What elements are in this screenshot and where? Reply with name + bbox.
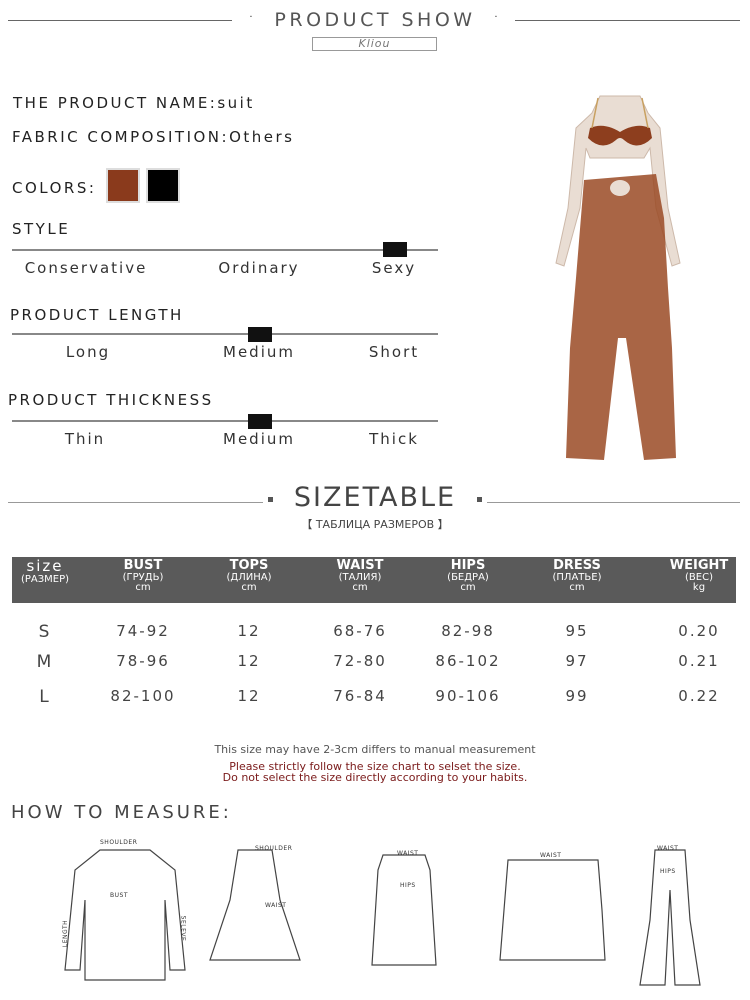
table-cell: 78-96 <box>116 652 170 670</box>
table-cell: 82-100 <box>110 687 176 705</box>
length-option: Long <box>65 343 111 361</box>
style-label: STYLE <box>12 220 71 238</box>
thickness-option: Thin <box>64 430 106 448</box>
col-waist: WAIST (ТАЛИЯ) cm <box>336 558 384 594</box>
note-measurement: This size may have 2-3cm differs to manu… <box>214 743 536 756</box>
color-swatch-brown[interactable] <box>106 168 140 203</box>
label-waist: WAIST <box>265 902 287 909</box>
length-scale <box>12 333 438 335</box>
table-cell: 12 <box>237 622 261 640</box>
table-cell: S <box>38 622 52 642</box>
table-cell: 82-98 <box>441 622 495 640</box>
label-waist: WAIST <box>397 850 419 857</box>
table-cell: 97 <box>565 652 589 670</box>
style-marker <box>383 242 407 257</box>
table-cell: 0.20 <box>678 622 720 640</box>
thickness-scale <box>12 420 438 422</box>
sizetable-title: SIZETABLE <box>293 482 457 513</box>
thickness-marker <box>248 414 272 429</box>
measure-sketches <box>64 849 701 986</box>
table-cell: 12 <box>237 687 261 705</box>
length-option: Short <box>368 343 420 361</box>
label-hips: HIPS <box>400 882 416 889</box>
size-table-header <box>12 557 736 603</box>
table-cell: 86-102 <box>435 652 501 670</box>
col-tops: TOPS (ДЛИНА) cm <box>226 558 272 594</box>
how-to-measure-title: HOW TO MEASURE: <box>11 802 232 823</box>
page-title: PRODUCT SHOW <box>274 9 476 31</box>
label-hips: HIPS <box>660 868 676 875</box>
note-follow-chart: Please strictly follow the size chart to… <box>229 760 521 773</box>
style-scale <box>12 249 438 251</box>
jacket-sketch <box>64 849 186 981</box>
brand-label: Kliou <box>312 37 437 51</box>
table-cell: L <box>39 687 51 707</box>
fabric-composition: FABRIC COMPOSITION:Others <box>12 128 295 146</box>
shorts-sketch <box>499 859 606 961</box>
col-weight: WEIGHT (ВЕС) kg <box>669 558 729 594</box>
table-cell: 99 <box>565 687 589 705</box>
dress-sketch <box>209 849 301 961</box>
col-size: size (РАЗМЕР) <box>20 557 70 585</box>
table-cell: 95 <box>565 622 589 640</box>
table-cell: 72-80 <box>333 652 387 670</box>
note-habits: Do not select the size directly accordin… <box>222 771 528 784</box>
length-marker <box>248 327 272 342</box>
label-shoulder: SHOULDER <box>100 839 138 846</box>
table-cell: 0.22 <box>678 687 720 705</box>
col-dress: DRESS (ПЛАТЬЕ) cm <box>552 558 602 594</box>
length-option: Medium <box>223 343 295 361</box>
thickness-label: PRODUCT THICKNESS <box>8 391 214 409</box>
style-option: Sexy <box>371 259 417 277</box>
color-swatch-black[interactable] <box>146 168 180 203</box>
label-length: LENGTH <box>62 919 70 948</box>
table-cell: M <box>36 652 54 672</box>
table-cell: 0.21 <box>678 652 720 670</box>
colors-label: COLORS: <box>12 179 97 197</box>
label-waist: WAIST <box>657 845 679 852</box>
table-cell: 74-92 <box>116 622 170 640</box>
divider <box>515 20 740 21</box>
thickness-option: Medium <box>223 430 295 448</box>
divider <box>8 502 263 503</box>
table-cell: 68-76 <box>333 622 387 640</box>
label-shoulder: SHOULDER <box>255 845 293 852</box>
length-label: PRODUCT LENGTH <box>10 306 184 324</box>
table-cell: 90-106 <box>435 687 501 705</box>
style-option: Ordinary <box>218 259 300 277</box>
product-image <box>555 95 681 460</box>
style-option: Conservative <box>24 259 148 277</box>
col-hips: HIPS (БЕДРА) cm <box>447 558 489 594</box>
table-cell: 12 <box>237 652 261 670</box>
thickness-option: Thick <box>369 430 419 448</box>
label-sleeve: SELEVE <box>179 915 187 942</box>
col-bust: BUST (ГРУДЬ) cm <box>122 558 164 594</box>
label-waist: WAIST <box>540 852 562 859</box>
divider <box>487 502 740 503</box>
divider <box>8 20 232 21</box>
table-cell: 76-84 <box>333 687 387 705</box>
pants-sketch <box>639 849 701 986</box>
label-bust: BUST <box>110 892 128 899</box>
skirt-sketch <box>371 854 437 966</box>
product-name: THE PRODUCT NAME:suit <box>13 94 255 112</box>
sizetable-subtitle: 【 ТАБЛИЦА РАЗМЕРОВ 】 <box>301 518 449 531</box>
